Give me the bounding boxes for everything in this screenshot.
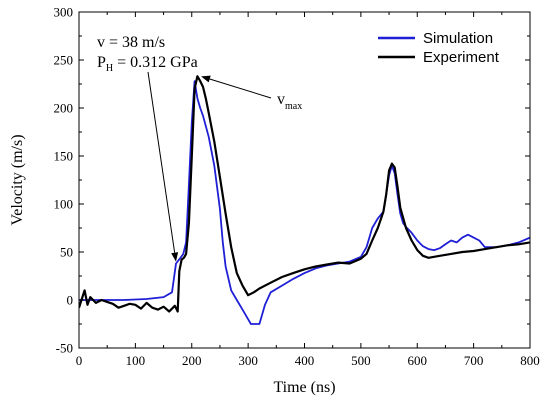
y-tick-label: 250 xyxy=(54,53,74,68)
y-axis-title: Velocity (m/s) xyxy=(9,134,26,225)
annotation-impact-velocity: v = 38 m/s xyxy=(97,34,165,51)
y-tick-label: 0 xyxy=(67,293,74,308)
x-tick-label: 0 xyxy=(76,353,83,368)
x-tick-label: 100 xyxy=(126,353,146,368)
x-tick-label: 200 xyxy=(182,353,202,368)
y-tick-label: 150 xyxy=(54,149,74,164)
legend: Simulation Experiment xyxy=(378,30,500,66)
annotation-pressure-sub: H xyxy=(106,63,113,74)
x-axis: 0 100 200 300 400 500 600 700 800 xyxy=(76,12,540,368)
annotation-vmax: vmax xyxy=(277,91,302,112)
y-tick-label: -50 xyxy=(56,341,73,356)
y-tick-label: 200 xyxy=(54,101,74,116)
x-tick-label: 600 xyxy=(408,353,428,368)
annotation-pressure: PH = 0.312 GPa xyxy=(97,54,198,74)
annotation-pressure-main: P xyxy=(97,54,106,71)
x-axis-title: Time (ns) xyxy=(273,379,335,396)
annotation-vmax-main: v xyxy=(277,91,285,108)
y-tick-label: 50 xyxy=(60,245,73,260)
y-tick-label: 100 xyxy=(54,197,74,212)
x-tick-label: 400 xyxy=(295,353,315,368)
y-tick-label: 300 xyxy=(54,5,74,20)
x-tick-label: 300 xyxy=(238,353,258,368)
legend-label-simulation: Simulation xyxy=(423,30,493,47)
annotations: v = 38 m/s PH = 0.312 GPa vmax xyxy=(97,34,302,262)
annotation-vmax-arrowhead xyxy=(201,75,211,83)
x-tick-label: 700 xyxy=(464,353,484,368)
x-tick-label: 800 xyxy=(520,353,540,368)
annotation-pressure-arrow xyxy=(147,71,176,253)
annotation-pressure-arrowhead xyxy=(171,252,179,262)
annotation-vmax-sub: max xyxy=(285,101,302,112)
series-layer xyxy=(79,75,530,325)
series-line-experiment xyxy=(79,75,530,313)
x-tick-label: 500 xyxy=(351,353,371,368)
y-axis: -50 0 50 100 150 200 250 300 xyxy=(54,5,530,356)
annotation-pressure-rest: = 0.312 GPa xyxy=(113,54,198,71)
annotation-vmax-arrow xyxy=(209,78,272,99)
legend-label-experiment: Experiment xyxy=(423,49,500,66)
series-line-simulation xyxy=(79,80,530,325)
